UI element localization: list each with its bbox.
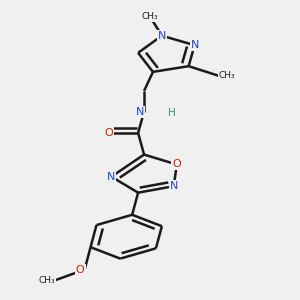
Text: CH₃: CH₃ <box>218 71 235 80</box>
Text: H: H <box>168 108 176 118</box>
Text: N: N <box>169 181 178 191</box>
Text: O: O <box>76 265 85 275</box>
Text: N: N <box>107 172 116 182</box>
Text: CH₃: CH₃ <box>38 276 55 285</box>
Text: O: O <box>104 128 113 138</box>
Text: N: N <box>158 31 166 41</box>
Text: N: N <box>190 40 199 50</box>
Text: O: O <box>172 160 181 170</box>
Text: N: N <box>136 107 144 117</box>
Text: CH₃: CH₃ <box>142 12 158 21</box>
